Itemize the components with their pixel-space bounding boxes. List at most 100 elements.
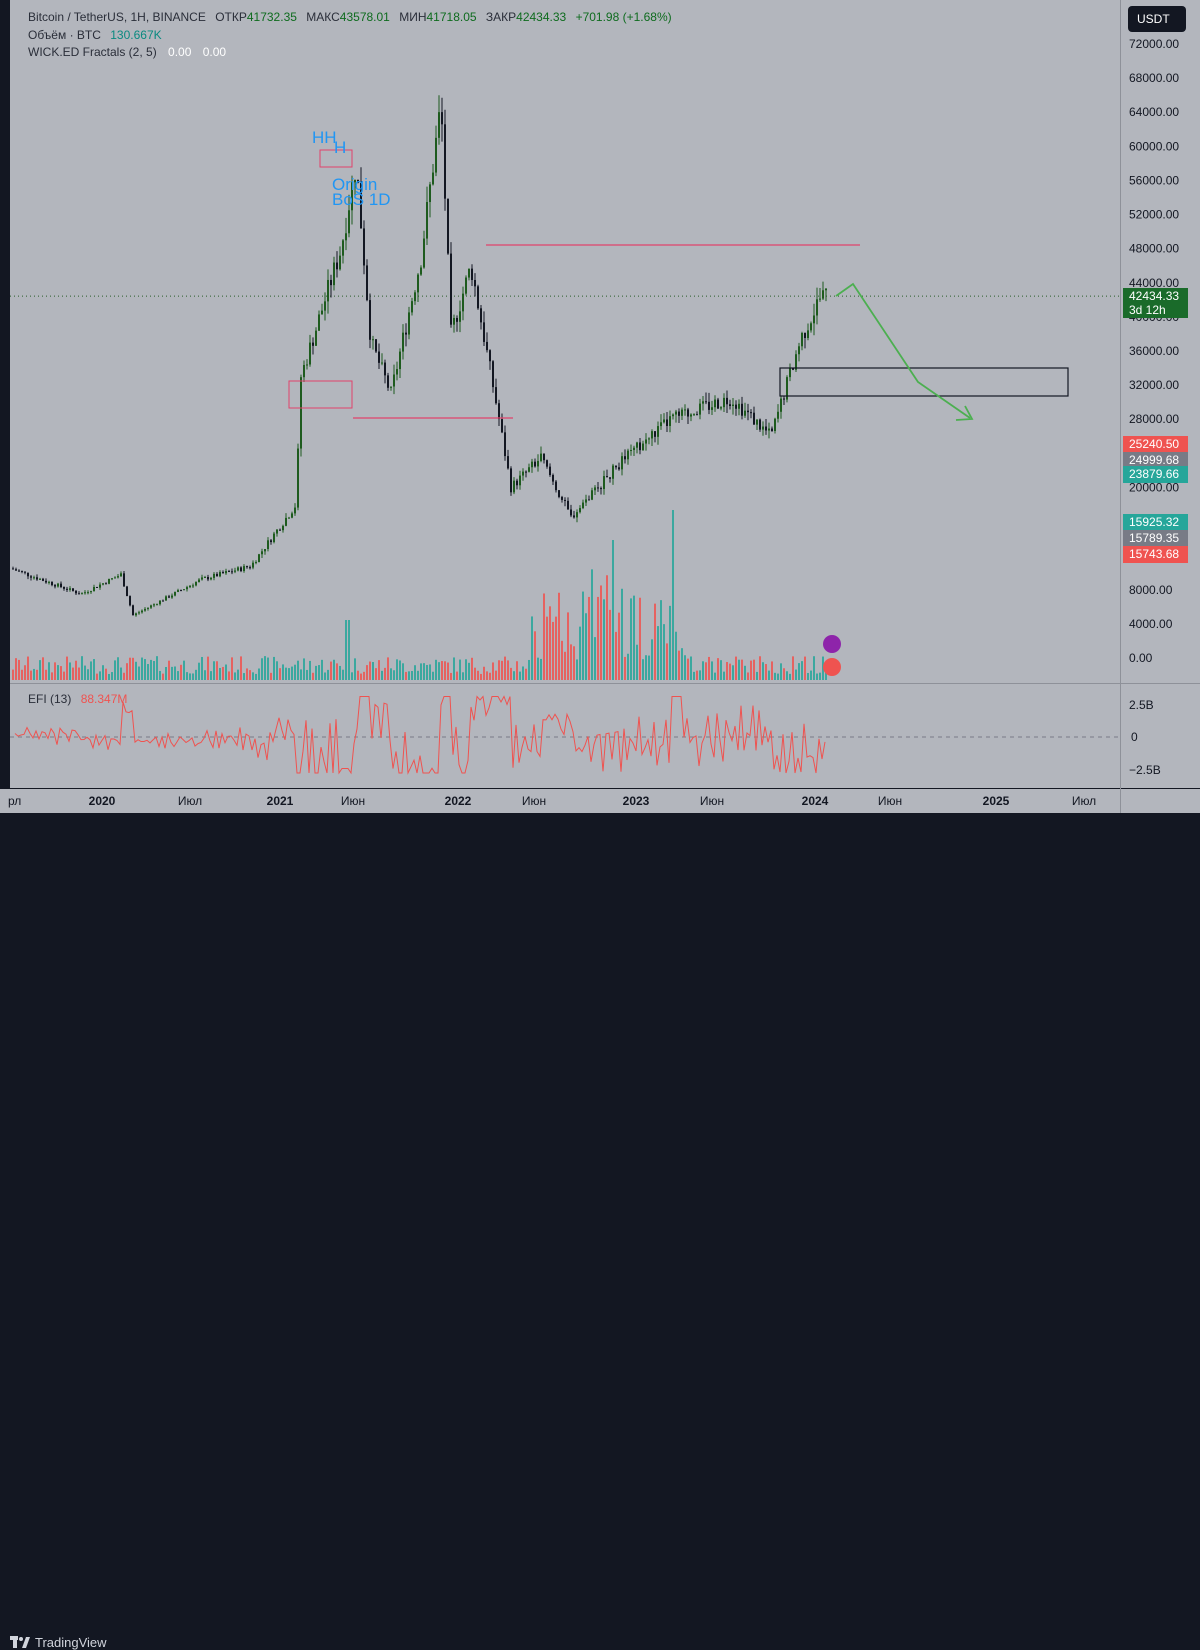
time-tick-label: 2020	[89, 794, 116, 808]
volume-bar	[27, 656, 29, 680]
volume-bar	[771, 661, 773, 680]
price-tag: 15743.68	[1123, 546, 1188, 563]
volume-bar	[201, 656, 203, 680]
volume-bar	[57, 665, 59, 680]
candle-body	[102, 583, 104, 585]
volume-bar	[417, 670, 419, 680]
volume-bar	[294, 664, 296, 680]
candle-body	[369, 300, 371, 340]
volume-bar	[624, 656, 626, 680]
price-tick-label: 4000.00	[1129, 617, 1173, 631]
candle-body	[786, 377, 788, 400]
candle-body	[675, 411, 677, 415]
pane-separator[interactable]	[10, 683, 1200, 684]
label-bos: BoS 1D	[332, 190, 391, 209]
volume-bar	[579, 626, 581, 680]
volume-bar	[147, 664, 149, 680]
candle-body	[807, 330, 809, 339]
volume-bar	[633, 595, 635, 680]
tradingview-logo[interactable]: TradingView	[10, 1635, 107, 1650]
volume-bar	[570, 644, 572, 680]
candle-body	[672, 414, 674, 417]
volume-bar	[258, 668, 260, 680]
volume-bar	[138, 666, 140, 680]
candle-body	[639, 442, 641, 451]
volume-bar	[804, 656, 806, 680]
price-axis[interactable]: 72000.00 68000.00 64000.00 60000.00 56000.00…	[1121, 0, 1200, 788]
volume-bar	[534, 631, 536, 680]
candle-body	[237, 567, 239, 571]
volume-bar	[576, 659, 578, 680]
candle-body	[402, 332, 404, 352]
volume-bar	[309, 660, 311, 680]
time-tick-label: рл	[8, 794, 21, 808]
candle-body	[264, 549, 266, 552]
candle-body	[804, 333, 806, 339]
candle-body	[45, 580, 47, 583]
candle-body	[777, 411, 779, 419]
volume-bar	[657, 626, 659, 680]
volume-bar	[372, 662, 374, 680]
symbol-name[interactable]: Bitcoin / TetherUS, 1H, BINANCE	[28, 10, 206, 24]
volume-bar	[381, 670, 383, 680]
candle-body	[357, 179, 359, 183]
candle-body	[615, 465, 617, 468]
candle-body	[183, 589, 185, 591]
candle-body	[198, 579, 200, 583]
fractals-legend: WICK.ED Fractals (2, 5) 0.00 0.00	[28, 45, 226, 59]
volume-bar	[690, 656, 692, 680]
candle-body	[48, 581, 50, 583]
time-axis[interactable]: рл 2020 Июл 2021 Июн 2022 Июн 2023 Июн 2024 Июн 202…	[0, 789, 1200, 813]
price-tick-label: 28000.00	[1129, 412, 1179, 426]
volume-label[interactable]: Объём · BTC	[28, 28, 101, 42]
candle-body	[474, 280, 476, 287]
chart-plot-area[interactable]: HH H Origin BoS 1D Bitcoin / TetherUS, 1H, …	[10, 0, 1120, 788]
candle-body	[822, 290, 824, 299]
volume-bar	[174, 666, 176, 680]
price-tag: 15925.32	[1123, 514, 1188, 531]
time-tick-label: 2023	[623, 794, 650, 808]
volume-bar	[723, 671, 725, 680]
candle-body	[450, 253, 452, 325]
volume-bar	[423, 663, 425, 680]
candle-body	[498, 403, 500, 420]
volume-bar	[642, 659, 644, 680]
fractals-label[interactable]: WICK.ED Fractals (2, 5)	[28, 45, 157, 59]
candle-body	[750, 412, 752, 414]
price-tag: 23879.66	[1123, 466, 1188, 483]
candle-body	[405, 332, 407, 335]
volume-bar	[522, 666, 524, 680]
volume-bar	[552, 621, 554, 680]
volume-bar	[555, 616, 557, 680]
volume-bar	[240, 656, 242, 680]
price-tag: 25240.50	[1123, 436, 1188, 453]
candle-body	[138, 612, 140, 614]
volume-bar	[387, 657, 389, 680]
symbol-legend: Bitcoin / TetherUS, 1H, BINANCE ОТКР4173…	[28, 10, 672, 24]
candle-body	[471, 268, 473, 281]
volume-bar	[606, 575, 608, 680]
candle-body	[600, 488, 602, 490]
candle-body	[111, 578, 113, 580]
candle-body	[642, 443, 644, 451]
efi-label[interactable]: EFI (13)	[28, 692, 72, 706]
volume-bar	[399, 660, 401, 680]
price-tick-label: 0.00	[1129, 651, 1153, 665]
volume-bar	[18, 659, 20, 680]
price-tick-label: 60000.00	[1129, 139, 1179, 153]
volume-bar	[306, 669, 308, 680]
candle-body	[168, 596, 170, 598]
candle-body	[192, 585, 194, 587]
volume-bar	[69, 662, 71, 680]
price-tick-label: 8000.00	[1129, 583, 1173, 597]
currency-button[interactable]: USDT	[1128, 6, 1186, 32]
candle-body	[246, 566, 248, 568]
candle-body	[267, 540, 269, 550]
volume-bar	[84, 665, 86, 680]
volume-bar	[156, 656, 158, 680]
candle-body	[261, 551, 263, 555]
candle-body	[294, 507, 296, 514]
volume-bar	[78, 667, 80, 680]
